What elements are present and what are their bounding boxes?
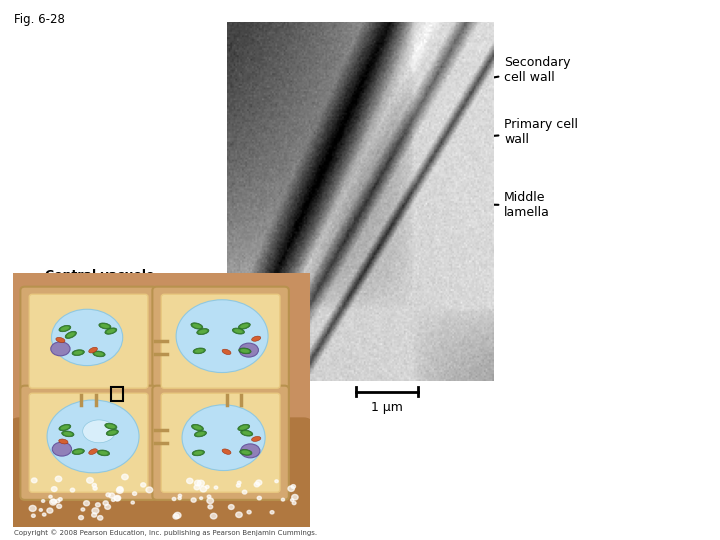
- Text: Plasma membrane: Plasma membrane: [304, 318, 483, 330]
- Polygon shape: [259, 273, 288, 354]
- Text: Middle
lamella: Middle lamella: [343, 191, 550, 219]
- Text: Copyright © 2008 Pearson Education, Inc. publishing as Pearson Benjamin Cummings: Copyright © 2008 Pearson Education, Inc.…: [14, 529, 318, 536]
- Text: Cytosol: Cytosol: [284, 264, 336, 299]
- Text: 1 µm: 1 µm: [371, 401, 403, 414]
- Text: Secondary
cell wall: Secondary cell wall: [379, 56, 570, 98]
- Text: Fig. 6-28: Fig. 6-28: [14, 14, 66, 26]
- Text: Primary cell
wall: Primary cell wall: [365, 118, 578, 147]
- Text: Plant cell walls: Plant cell walls: [300, 345, 458, 367]
- Text: Plasmodesmata: Plasmodesmata: [126, 476, 238, 519]
- Text: Central vacuole: Central vacuole: [45, 269, 207, 307]
